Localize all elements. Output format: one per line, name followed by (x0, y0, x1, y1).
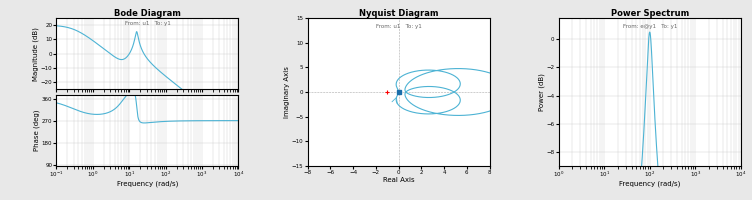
Title: Power Spectrum: Power Spectrum (611, 9, 689, 18)
Title: Bode Diagram: Bode Diagram (114, 9, 180, 18)
Text: From: e@y1   To: y1: From: e@y1 To: y1 (623, 24, 677, 29)
X-axis label: Frequency (rad/s): Frequency (rad/s) (117, 181, 178, 187)
Text: From: u1   To: y1: From: u1 To: y1 (125, 21, 170, 26)
Y-axis label: Imaginary Axis: Imaginary Axis (284, 66, 290, 118)
Y-axis label: Power (dB): Power (dB) (538, 73, 545, 111)
X-axis label: Frequency (rad/s): Frequency (rad/s) (619, 181, 681, 187)
Text: From: u1   To: y1: From: u1 To: y1 (376, 24, 421, 29)
Y-axis label: Phase (deg): Phase (deg) (34, 110, 41, 151)
Y-axis label: Magnitude (dB): Magnitude (dB) (33, 27, 39, 81)
X-axis label: Real Axis: Real Axis (383, 177, 414, 183)
Title: Nyquist Diagram: Nyquist Diagram (359, 9, 438, 18)
